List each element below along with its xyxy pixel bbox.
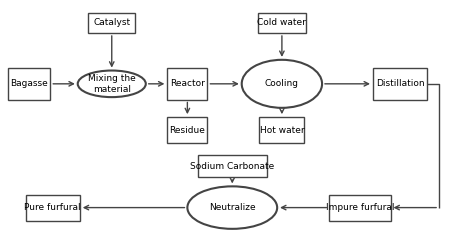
FancyBboxPatch shape: [259, 117, 304, 143]
FancyBboxPatch shape: [373, 68, 427, 100]
Ellipse shape: [78, 71, 146, 97]
Text: Sodium Carbonate: Sodium Carbonate: [190, 161, 274, 171]
Text: Residue: Residue: [169, 126, 205, 135]
FancyBboxPatch shape: [167, 117, 208, 143]
FancyBboxPatch shape: [329, 195, 391, 220]
FancyBboxPatch shape: [258, 13, 306, 33]
Ellipse shape: [242, 60, 322, 108]
Text: Cold water: Cold water: [257, 18, 306, 27]
Text: Reactor: Reactor: [170, 79, 205, 88]
Text: Pure furfural: Pure furfural: [24, 203, 81, 212]
Text: Cooling: Cooling: [265, 79, 299, 88]
FancyBboxPatch shape: [26, 195, 80, 220]
FancyBboxPatch shape: [198, 155, 266, 177]
FancyBboxPatch shape: [88, 13, 136, 33]
Text: Neutralize: Neutralize: [209, 203, 255, 212]
Text: Distillation: Distillation: [376, 79, 424, 88]
Text: Hot water: Hot water: [260, 126, 304, 135]
FancyBboxPatch shape: [167, 68, 208, 100]
Text: Catalyst: Catalyst: [93, 18, 130, 27]
Text: Impure furfural: Impure furfural: [326, 203, 394, 212]
Ellipse shape: [187, 186, 277, 229]
Text: Bagasse: Bagasse: [10, 79, 48, 88]
Text: Mixing the
material: Mixing the material: [88, 74, 136, 93]
FancyBboxPatch shape: [8, 68, 50, 100]
